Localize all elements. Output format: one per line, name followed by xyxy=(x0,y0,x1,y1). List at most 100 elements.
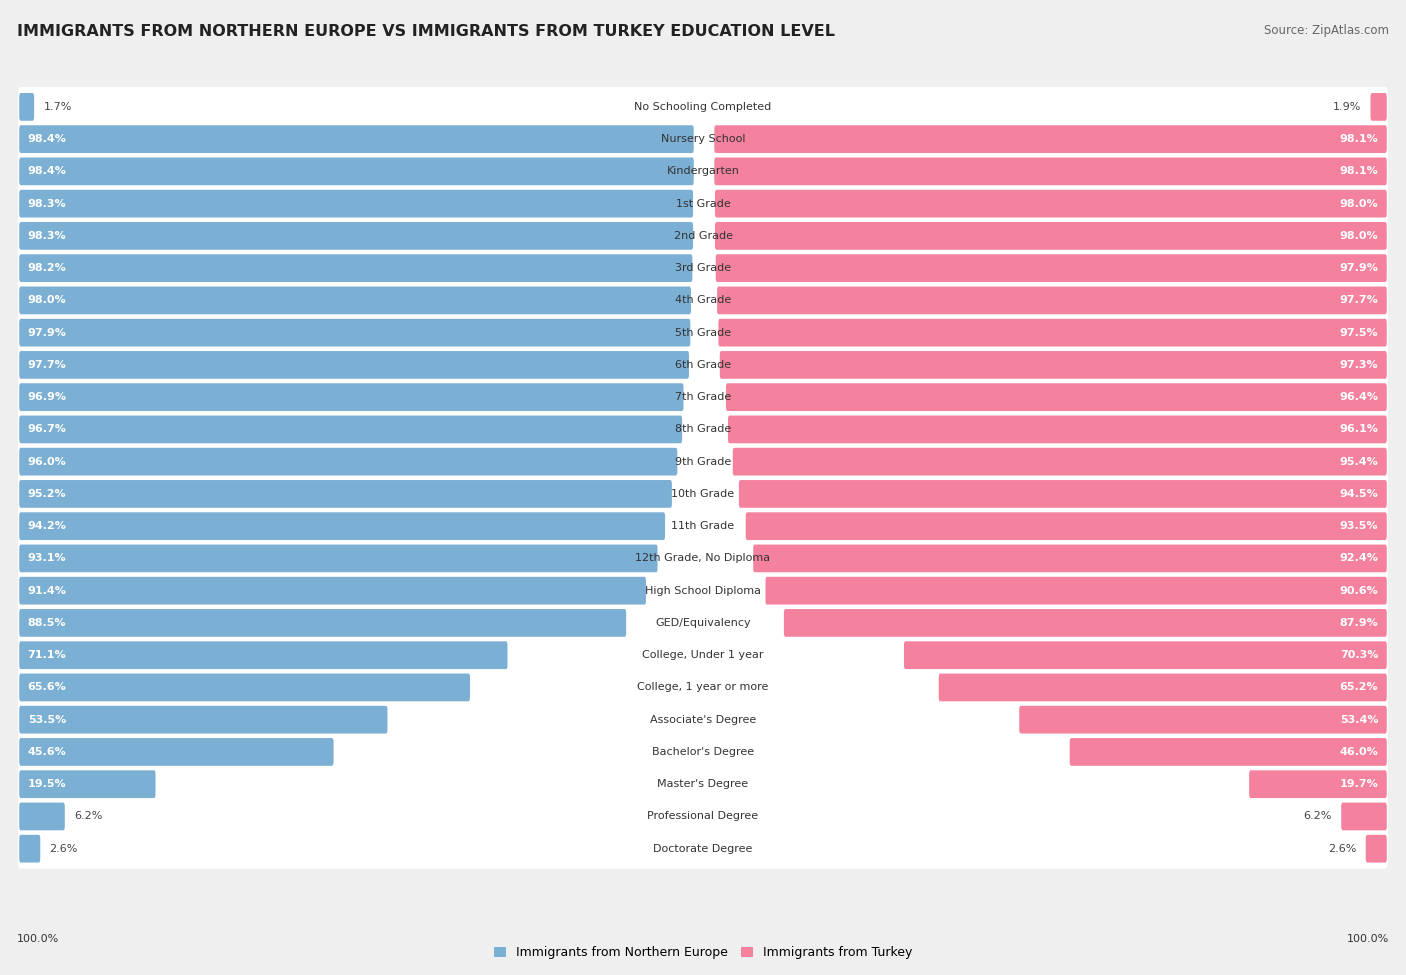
Text: 88.5%: 88.5% xyxy=(28,618,66,628)
Text: 98.3%: 98.3% xyxy=(28,199,66,209)
FancyBboxPatch shape xyxy=(18,249,1388,289)
FancyBboxPatch shape xyxy=(18,377,1388,417)
Text: High School Diploma: High School Diploma xyxy=(645,586,761,596)
Text: 71.1%: 71.1% xyxy=(28,650,66,660)
FancyBboxPatch shape xyxy=(18,183,1388,223)
Text: 19.5%: 19.5% xyxy=(28,779,66,789)
Text: 70.3%: 70.3% xyxy=(1340,650,1378,660)
FancyBboxPatch shape xyxy=(18,87,1388,127)
Text: 91.4%: 91.4% xyxy=(28,586,66,596)
FancyBboxPatch shape xyxy=(714,125,1386,153)
Text: 1.9%: 1.9% xyxy=(1333,101,1361,112)
FancyBboxPatch shape xyxy=(18,732,1388,772)
Text: 98.4%: 98.4% xyxy=(28,167,66,176)
FancyBboxPatch shape xyxy=(1365,835,1386,863)
FancyBboxPatch shape xyxy=(18,797,1388,837)
FancyBboxPatch shape xyxy=(20,738,333,765)
Text: 1.7%: 1.7% xyxy=(44,101,72,112)
Text: 9th Grade: 9th Grade xyxy=(675,456,731,467)
Text: Doctorate Degree: Doctorate Degree xyxy=(654,843,752,854)
Text: Professional Degree: Professional Degree xyxy=(647,811,759,822)
Text: 12th Grade, No Diploma: 12th Grade, No Diploma xyxy=(636,554,770,564)
Text: Source: ZipAtlas.com: Source: ZipAtlas.com xyxy=(1264,24,1389,37)
FancyBboxPatch shape xyxy=(754,545,1386,572)
Text: College, 1 year or more: College, 1 year or more xyxy=(637,682,769,692)
FancyBboxPatch shape xyxy=(20,609,626,637)
Text: IMMIGRANTS FROM NORTHERN EUROPE VS IMMIGRANTS FROM TURKEY EDUCATION LEVEL: IMMIGRANTS FROM NORTHERN EUROPE VS IMMIG… xyxy=(17,24,835,39)
FancyBboxPatch shape xyxy=(725,383,1386,411)
FancyBboxPatch shape xyxy=(18,570,1388,610)
Text: 8th Grade: 8th Grade xyxy=(675,424,731,435)
FancyBboxPatch shape xyxy=(1371,93,1386,121)
Text: 98.2%: 98.2% xyxy=(28,263,66,273)
FancyBboxPatch shape xyxy=(18,442,1388,482)
FancyBboxPatch shape xyxy=(20,642,508,669)
FancyBboxPatch shape xyxy=(765,577,1386,604)
Text: GED/Equivalency: GED/Equivalency xyxy=(655,618,751,628)
FancyBboxPatch shape xyxy=(20,835,41,863)
FancyBboxPatch shape xyxy=(20,190,693,217)
Text: 92.4%: 92.4% xyxy=(1340,554,1378,564)
FancyBboxPatch shape xyxy=(714,158,1386,185)
FancyBboxPatch shape xyxy=(18,215,1388,255)
Text: 94.2%: 94.2% xyxy=(28,522,66,531)
FancyBboxPatch shape xyxy=(20,802,65,831)
Text: 97.3%: 97.3% xyxy=(1340,360,1378,370)
FancyBboxPatch shape xyxy=(20,770,156,799)
FancyBboxPatch shape xyxy=(20,674,470,701)
Text: College, Under 1 year: College, Under 1 year xyxy=(643,650,763,660)
FancyBboxPatch shape xyxy=(18,474,1388,514)
FancyBboxPatch shape xyxy=(733,448,1386,476)
Legend: Immigrants from Northern Europe, Immigrants from Turkey: Immigrants from Northern Europe, Immigra… xyxy=(494,946,912,959)
Text: 96.1%: 96.1% xyxy=(1340,424,1378,435)
FancyBboxPatch shape xyxy=(20,512,665,540)
FancyBboxPatch shape xyxy=(717,287,1386,314)
Text: 98.0%: 98.0% xyxy=(1340,231,1378,241)
Text: 97.5%: 97.5% xyxy=(1340,328,1378,337)
Text: 3rd Grade: 3rd Grade xyxy=(675,263,731,273)
FancyBboxPatch shape xyxy=(18,764,1388,804)
FancyBboxPatch shape xyxy=(18,119,1388,159)
Text: 6.2%: 6.2% xyxy=(1303,811,1331,822)
Text: 95.4%: 95.4% xyxy=(1340,456,1378,467)
Text: Associate's Degree: Associate's Degree xyxy=(650,715,756,724)
FancyBboxPatch shape xyxy=(718,319,1386,346)
FancyBboxPatch shape xyxy=(716,190,1386,217)
FancyBboxPatch shape xyxy=(740,480,1386,508)
Text: 46.0%: 46.0% xyxy=(1340,747,1378,757)
FancyBboxPatch shape xyxy=(18,829,1388,869)
Text: 98.1%: 98.1% xyxy=(1340,135,1378,144)
Text: 97.7%: 97.7% xyxy=(1340,295,1378,305)
Text: 96.9%: 96.9% xyxy=(28,392,66,402)
Text: 5th Grade: 5th Grade xyxy=(675,328,731,337)
Text: 98.0%: 98.0% xyxy=(28,295,66,305)
Text: 100.0%: 100.0% xyxy=(1347,934,1389,944)
FancyBboxPatch shape xyxy=(716,254,1386,282)
Text: No Schooling Completed: No Schooling Completed xyxy=(634,101,772,112)
FancyBboxPatch shape xyxy=(1249,770,1386,799)
FancyBboxPatch shape xyxy=(939,674,1386,701)
FancyBboxPatch shape xyxy=(20,706,388,733)
FancyBboxPatch shape xyxy=(18,281,1388,321)
Text: 98.1%: 98.1% xyxy=(1340,167,1378,176)
FancyBboxPatch shape xyxy=(20,577,645,604)
Text: 90.6%: 90.6% xyxy=(1340,586,1378,596)
Text: 53.5%: 53.5% xyxy=(28,715,66,724)
Text: 10th Grade: 10th Grade xyxy=(672,488,734,499)
FancyBboxPatch shape xyxy=(716,222,1386,250)
Text: 6.2%: 6.2% xyxy=(75,811,103,822)
FancyBboxPatch shape xyxy=(785,609,1386,637)
Text: 87.9%: 87.9% xyxy=(1340,618,1378,628)
FancyBboxPatch shape xyxy=(1019,706,1386,733)
FancyBboxPatch shape xyxy=(20,415,682,444)
Text: 1st Grade: 1st Grade xyxy=(676,199,730,209)
Text: 98.4%: 98.4% xyxy=(28,135,66,144)
Text: Nursery School: Nursery School xyxy=(661,135,745,144)
FancyBboxPatch shape xyxy=(20,158,693,185)
Text: 97.9%: 97.9% xyxy=(28,328,66,337)
FancyBboxPatch shape xyxy=(20,222,693,250)
FancyBboxPatch shape xyxy=(20,125,693,153)
Text: 93.1%: 93.1% xyxy=(28,554,66,564)
Text: 97.7%: 97.7% xyxy=(28,360,66,370)
FancyBboxPatch shape xyxy=(18,313,1388,353)
